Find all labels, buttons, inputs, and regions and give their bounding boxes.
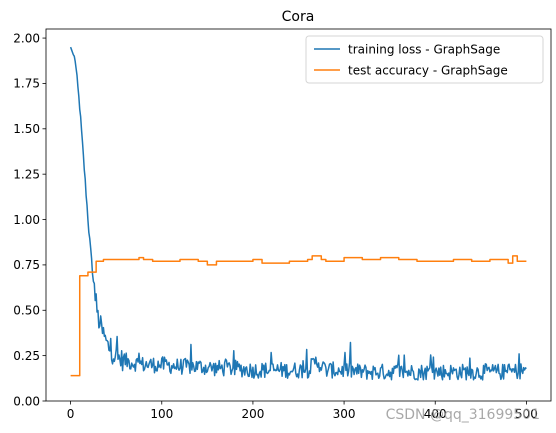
plot-area: 0 100 200 300 400 500 0.00 0.25 0.50 0.75 1.00 1.25… — [13, 28, 552, 421]
y-tick-label: 0.25 — [13, 349, 40, 363]
series-line-test-accuracy — [70, 255, 527, 377]
legend-label: training loss - GraphSage — [348, 42, 500, 56]
x-tick-label: 0 — [67, 407, 75, 421]
x-tick-label: 100 — [150, 407, 173, 421]
y-tick-label: 0.75 — [13, 258, 40, 272]
chart-title: Cora — [282, 9, 315, 25]
y-tick-label: 2.00 — [13, 31, 40, 45]
x-tick-label: 300 — [333, 407, 356, 421]
axes-frame — [45, 28, 552, 402]
y-tick-label: 1.75 — [13, 77, 40, 91]
series-line-training-loss — [69, 46, 527, 381]
legend-label: test accuracy - GraphSage — [348, 63, 508, 77]
y-tick-label: 1.50 — [13, 122, 40, 136]
y-tick-label: 1.00 — [13, 213, 40, 227]
y-tick-label: 1.25 — [13, 167, 40, 181]
legend: training loss - GraphSage test accuracy -… — [305, 35, 544, 84]
x-tick-label: 500 — [515, 407, 538, 421]
y-tick-label: 0.50 — [13, 304, 40, 318]
x-tick-label: 400 — [424, 407, 447, 421]
legend-box — [305, 35, 544, 84]
watermark-text: CSDN @qq_31699501 — [386, 407, 540, 423]
y-tick-label: 0.00 — [13, 394, 40, 408]
x-tick-label: 200 — [241, 407, 264, 421]
